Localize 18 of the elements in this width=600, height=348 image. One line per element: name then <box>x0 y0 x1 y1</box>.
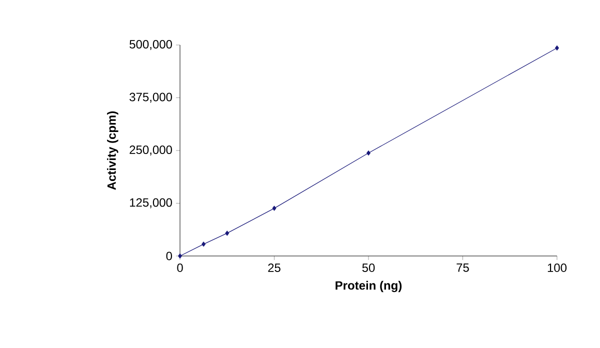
y-tick-label: 0 <box>166 252 172 260</box>
point <box>272 206 276 211</box>
point <box>555 45 559 50</box>
y-tick-label: 250,000 <box>130 146 172 156</box>
y-tick-label: 375,000 <box>130 92 172 103</box>
point <box>202 242 206 247</box>
point <box>366 150 370 156</box>
x-tick-label: 25 <box>268 264 280 272</box>
x-axis-title: Protein (ng) <box>336 280 402 292</box>
point <box>225 230 230 236</box>
x-tick-label: 100 <box>548 264 567 272</box>
point <box>178 253 182 258</box>
y-tick-label: 125,000 <box>130 198 172 208</box>
x-tick-label: 75 <box>456 264 469 272</box>
y-tick-label: 500,000 <box>130 40 172 50</box>
x-tick-label: 50 <box>362 264 375 272</box>
y-axis-title: Activity (cpm) <box>107 111 118 190</box>
x-tick-label: 0 <box>177 264 183 272</box>
